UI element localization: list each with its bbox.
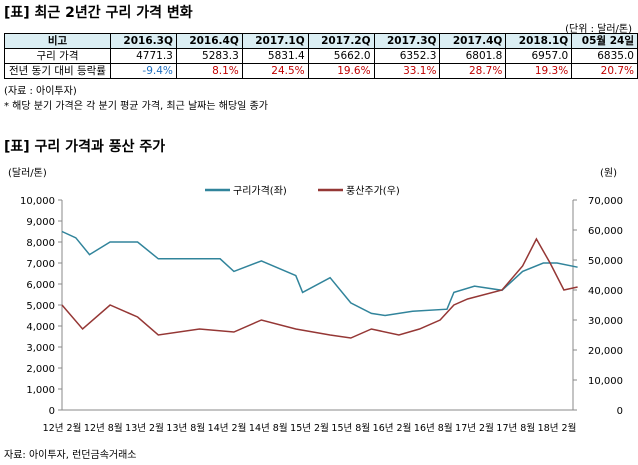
poongsan-price-line <box>61 237 578 339</box>
left-tick-label: 7,000 <box>26 259 55 270</box>
left-tick-label: 3,000 <box>26 343 55 354</box>
unit-label: (단위 : 달러/톤) <box>565 24 632 35</box>
table-cell: 28.7% <box>439 63 507 79</box>
right-tick-label: 60,000 <box>588 226 623 237</box>
header-cell: 2017.1Q <box>241 33 309 49</box>
table-title: [표] 최근 2년간 구리 가격 변화 <box>4 5 193 21</box>
table-header-row: 비고 2016.3Q 2016.4Q 2017.1Q 2017.2Q 2017.3Q 201… <box>4 33 638 49</box>
x-tick-label: 16년 2월 <box>373 422 412 434</box>
right-tick-label: 10,000 <box>588 376 623 387</box>
row-label: 구리 가격 <box>4 48 111 64</box>
x-tick-label: 16년 8월 <box>414 422 453 434</box>
chart-title: [표] 구리 가격과 풍산 주가 <box>4 139 166 155</box>
copper-price-line <box>61 230 578 317</box>
table-cell: 4771.3 <box>109 48 177 64</box>
chart: (달러/톤) (원) 구리가격(좌) 풍산주가(우) 0 1,000 2,000 3,… <box>8 167 623 434</box>
copper-price-table: 비고 2016.3Q 2016.4Q 2017.1Q 2017.2Q 2017.3Q 201… <box>4 33 638 79</box>
table-cell: 8.1% <box>175 63 243 79</box>
x-tick-label: 17년 8월 <box>496 422 535 434</box>
right-tick-label: 70,000 <box>588 196 623 207</box>
legend-poongsan: 풍산주가(우) <box>346 185 400 197</box>
right-axis-label: (원) <box>600 167 617 179</box>
table-source: (자료 : 아이투자) <box>4 86 77 97</box>
header-cell: 2017.2Q <box>307 33 375 49</box>
header-cell: 2017.4Q <box>439 33 507 49</box>
header-cell: 비고 <box>4 33 111 49</box>
table-cell: 33.1% <box>373 63 441 79</box>
table-cell: 5283.3 <box>175 48 243 64</box>
header-cell: 2017.3Q <box>373 33 441 49</box>
table-cell: 20.7% <box>571 63 638 79</box>
table-cell: 5662.0 <box>307 48 375 64</box>
row-label: 전년 동기 대비 등락률 <box>4 63 111 79</box>
left-tick-label: 10,000 <box>20 196 55 207</box>
left-axis-label: (달러/톤) <box>8 167 47 179</box>
table-note: * 해당 분기 가격은 각 분기 평균 가격, 최근 날짜는 해당일 종가 <box>4 101 268 112</box>
table-cell: 5831.4 <box>241 48 309 64</box>
x-tick-label: 14년 8월 <box>249 422 288 434</box>
right-tick-label: 50,000 <box>588 256 623 267</box>
x-tick-label: 18년 2월 <box>538 422 577 434</box>
left-tick-label: 4,000 <box>26 322 55 333</box>
header-cell: 2016.4Q <box>175 33 243 49</box>
table-cell: -9.4% <box>109 63 177 79</box>
table-cell: 6352.3 <box>373 48 441 64</box>
header-cell: 05월 24일 <box>571 33 638 49</box>
table-cell: 6801.8 <box>439 48 507 64</box>
right-tick-label: 40,000 <box>588 286 623 297</box>
legend-copper: 구리가격(좌) <box>233 184 287 197</box>
table-cell: 6957.0 <box>505 48 573 64</box>
x-tick-label: 12년 2월 <box>43 422 82 434</box>
x-tick-label: 13년 8월 <box>166 422 205 434</box>
left-tick-label: 0 <box>49 406 55 417</box>
left-tick-label: 8,000 <box>26 238 55 249</box>
table-cell: 24.5% <box>241 63 309 79</box>
table-cell: 6835.0 <box>571 48 638 64</box>
left-tick-label: 1,000 <box>26 385 55 396</box>
left-tick-label: 2,000 <box>26 364 55 375</box>
x-tick-label: 12년 8월 <box>84 422 123 434</box>
right-tick-label: 0 <box>617 406 623 417</box>
left-tick-label: 5,000 <box>26 301 55 312</box>
x-tick-label: 15년 8월 <box>331 422 370 434</box>
table-row: 전년 동기 대비 등락률 -9.4% 8.1% 24.5% 19.6% 33.1% 28.7… <box>4 63 638 79</box>
right-tick-label: 30,000 <box>588 316 623 327</box>
table-cell: 19.3% <box>505 63 573 79</box>
chart-source: 자료: 아이투자, 런던금속거래소 <box>4 450 137 461</box>
table-row: 구리 가격 4771.3 5283.3 5831.4 5662.0 6352.3 6801.… <box>4 48 638 64</box>
x-tick-label: 13년 2월 <box>125 422 164 434</box>
left-tick-label: 9,000 <box>26 217 55 228</box>
x-tick-label: 17년 2월 <box>455 422 494 434</box>
right-tick-label: 20,000 <box>588 346 623 357</box>
x-tick-label: 15년 2월 <box>290 422 329 434</box>
x-tick-label: 14년 2월 <box>208 422 247 434</box>
left-tick-label: 6,000 <box>26 280 55 291</box>
header-cell: 2016.3Q <box>109 33 177 49</box>
header-cell: 2018.1Q <box>505 33 573 49</box>
table-cell: 19.6% <box>307 63 375 79</box>
